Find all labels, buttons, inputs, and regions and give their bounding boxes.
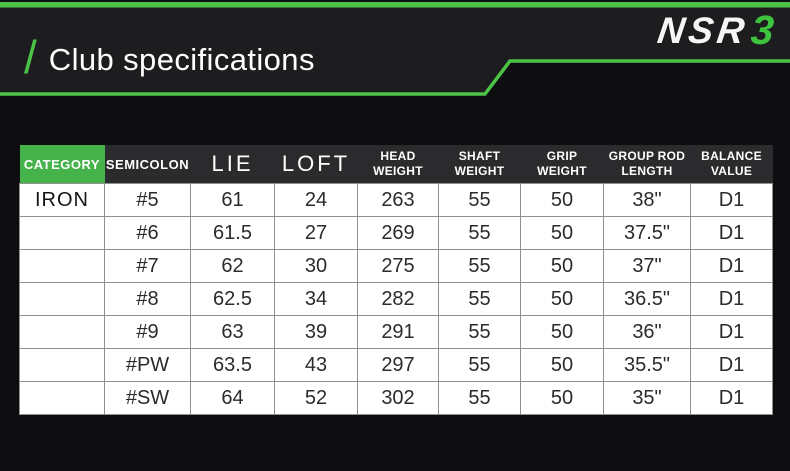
- category-cell: IRON: [19, 183, 105, 217]
- spec-cell: 302: [357, 381, 439, 415]
- col-header-semicolon: SEMICOLON: [104, 145, 191, 184]
- spec-cell: 27: [274, 216, 358, 250]
- col-header-grip-weight: GRIP WEIGHT: [520, 145, 604, 184]
- spec-cell: 62: [190, 249, 275, 283]
- spec-cell: #5: [104, 183, 191, 217]
- col-header-loft: LOFT: [274, 145, 358, 184]
- spec-cell: 55: [438, 216, 521, 250]
- spec-cell: 275: [357, 249, 439, 283]
- spec-cell: D1: [690, 216, 773, 250]
- category-cell: [19, 381, 105, 415]
- spec-cell: 55: [438, 315, 521, 349]
- spec-cell: 55: [438, 282, 521, 316]
- spec-cell: 297: [357, 348, 439, 382]
- logo-nsr-text: NSR: [655, 9, 752, 51]
- table-row: #6 61.5 27 269 55 50 37.5" D1: [19, 216, 773, 250]
- table-header-row: CATEGORY SEMICOLON LIE LOFT HEAD WEIGHT …: [19, 145, 773, 184]
- col-header-lie: LIE: [190, 145, 275, 184]
- spec-cell: 35.5": [603, 348, 691, 382]
- category-cell: [19, 216, 105, 250]
- spec-cell: 50: [520, 249, 604, 283]
- header-band: [0, 2, 790, 96]
- spec-cell: #7: [104, 249, 191, 283]
- spec-cell: D1: [690, 183, 773, 217]
- spec-cell: #9: [104, 315, 191, 349]
- logo-number: 3: [749, 6, 776, 53]
- table-row: IRON #5 61 24 263 55 50 38" D1: [19, 183, 773, 217]
- spec-cell: 37.5": [603, 216, 691, 250]
- spec-cell: 63.5: [190, 348, 275, 382]
- spec-cell: D1: [690, 381, 773, 415]
- spec-cell: 291: [357, 315, 439, 349]
- spec-cell: 36": [603, 315, 691, 349]
- category-cell: [19, 315, 105, 349]
- category-cell: [19, 348, 105, 382]
- spec-cell: D1: [690, 282, 773, 316]
- spec-cell: 269: [357, 216, 439, 250]
- col-header-shaft-weight: SHAFT WEIGHT: [438, 145, 521, 184]
- col-header-category: CATEGORY: [19, 145, 105, 184]
- spec-cell: 55: [438, 381, 521, 415]
- spec-cell: 43: [274, 348, 358, 382]
- title-slash-accent: /: [24, 31, 37, 83]
- spec-cell: #PW: [104, 348, 191, 382]
- spec-cell: #8: [104, 282, 191, 316]
- spec-cell: D1: [690, 348, 773, 382]
- spec-cell: 30: [274, 249, 358, 283]
- spec-cell: 50: [520, 183, 604, 217]
- spec-cell: 34: [274, 282, 358, 316]
- table-row: #8 62.5 34 282 55 50 36.5" D1: [19, 282, 773, 316]
- spec-cell: 50: [520, 381, 604, 415]
- category-cell: [19, 249, 105, 283]
- header-green-border: [0, 59, 790, 96]
- spec-table-body: IRON #5 61 24 263 55 50 38" D1 #6 61.5 27 269 55 50 37.…: [19, 183, 773, 415]
- top-green-bar: [0, 2, 790, 8]
- table-row: #PW 63.5 43 297 55 50 35.5" D1: [19, 348, 773, 382]
- spec-cell: 36.5": [603, 282, 691, 316]
- spec-cell: 50: [520, 348, 604, 382]
- spec-cell: 24: [274, 183, 358, 217]
- spec-cell: 50: [520, 216, 604, 250]
- spec-cell: 263: [357, 183, 439, 217]
- table-row: #SW 64 52 302 55 50 35" D1: [19, 381, 773, 415]
- spec-cell: 38": [603, 183, 691, 217]
- category-cell: [19, 282, 105, 316]
- spec-cell: 282: [357, 282, 439, 316]
- nsr3-logo: NSR 3: [655, 6, 776, 54]
- spec-cell: 64: [190, 381, 275, 415]
- spec-cell: 55: [438, 249, 521, 283]
- spec-cell: 61: [190, 183, 275, 217]
- spec-cell: 55: [438, 183, 521, 217]
- spec-cell: D1: [690, 315, 773, 349]
- col-header-group-rod-length: GROUP ROD LENGTH: [603, 145, 691, 184]
- page-title-text: Club specifications: [48, 41, 315, 77]
- table-row: #7 62 30 275 55 50 37" D1: [19, 249, 773, 283]
- spec-cell: 50: [520, 282, 604, 316]
- table-row: #9 63 39 291 55 50 36" D1: [19, 315, 773, 349]
- header-panel: [0, 7, 790, 94]
- spec-cell: 37": [603, 249, 691, 283]
- spec-cell: 35": [603, 381, 691, 415]
- spec-cell: 52: [274, 381, 358, 415]
- spec-cell: 62.5: [190, 282, 275, 316]
- spec-cell: 63: [190, 315, 275, 349]
- page-title: / Club specifications: [24, 34, 315, 84]
- spec-cell: #SW: [104, 381, 191, 415]
- col-header-balance-value: BALANCE VALUE: [690, 145, 773, 184]
- club-spec-table: CATEGORY SEMICOLON LIE LOFT HEAD WEIGHT …: [19, 145, 773, 415]
- spec-cell: 50: [520, 315, 604, 349]
- spec-cell: #6: [104, 216, 191, 250]
- col-header-head-weight: HEAD WEIGHT: [357, 145, 439, 184]
- spec-cell: 39: [274, 315, 358, 349]
- spec-cell: 61.5: [190, 216, 275, 250]
- spec-cell: 55: [438, 348, 521, 382]
- spec-cell: D1: [690, 249, 773, 283]
